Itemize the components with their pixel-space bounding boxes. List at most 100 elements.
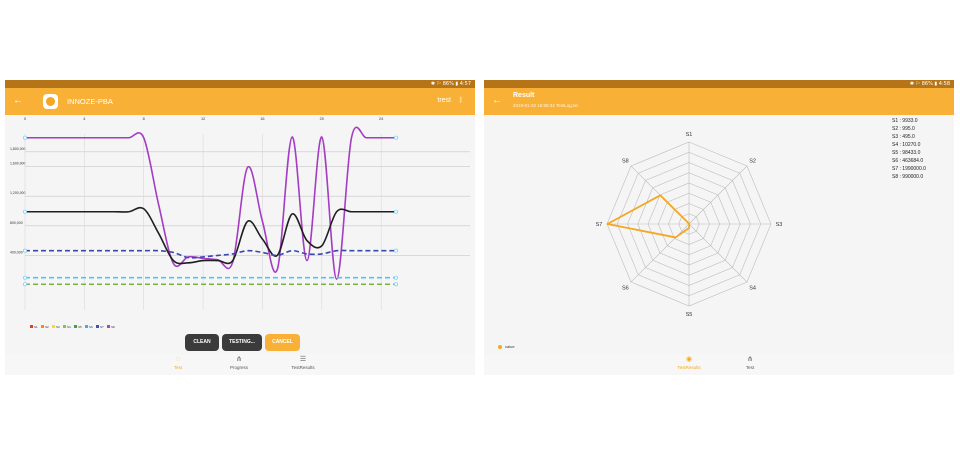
- nav-progress[interactable]: ⋔ Progress: [209, 354, 269, 371]
- x-tick-label: 24: [379, 117, 383, 121]
- reading-s5: S5 : 98433.0: [892, 150, 921, 156]
- user-name[interactable]: trest: [437, 97, 451, 104]
- legend-label: S8: [111, 325, 115, 329]
- page-title: Result: [513, 92, 535, 99]
- x-tick-label: 4: [83, 117, 85, 121]
- legend-swatch: [498, 344, 502, 349]
- legend-swatch: [107, 325, 110, 328]
- radar-axis-label: S3: [776, 222, 783, 228]
- y-tick-label: 400,000: [10, 250, 23, 254]
- x-tick-label: 16: [260, 117, 264, 121]
- legend-swatch: [63, 325, 66, 328]
- series-point-s4: [22, 282, 27, 287]
- y-tick-label: 1,600,000: [10, 162, 26, 166]
- series-line-s8: [24, 206, 396, 265]
- legend-label: S3: [56, 325, 60, 329]
- line-chart: 1,800,000 1,600,000 1,200,000 800,000 400,00…: [10, 117, 470, 329]
- series-point-s4: [393, 282, 398, 287]
- radar-axis-label: S7: [596, 222, 603, 228]
- nav-progress-label: Progress: [229, 365, 248, 370]
- nav-test-results[interactable]: ☰ TestResults: [273, 354, 333, 371]
- radar-axis-label: S6: [622, 286, 629, 292]
- nav-test[interactable]: ⋔ Test: [720, 354, 780, 371]
- radar-axis-label: S2: [749, 158, 756, 164]
- cancel-button[interactable]: CANCEL: [265, 334, 300, 351]
- radar-axis-label: S4: [749, 286, 756, 292]
- reading-s8: S8 : 990000.0: [892, 174, 924, 180]
- list-icon: ☰: [299, 356, 307, 363]
- nav-test-results[interactable]: ◉ TestResults: [659, 354, 719, 371]
- progress-icon: ⋔: [747, 356, 753, 363]
- legend-label: S6: [89, 325, 93, 329]
- clean-button[interactable]: CLEAN: [185, 334, 219, 351]
- readings-list: S1 : 9933.0 S2 : 995.0 S3 : 495.0 S4 : 1…: [892, 117, 926, 181]
- radar-axis-label: S8: [622, 158, 629, 164]
- reading-s3: S3 : 495.0: [892, 134, 915, 140]
- nav-test-results-label: TestResults: [291, 365, 315, 370]
- app-bar: ← Result 2019-01-22 16:58:34 TestLog.txt: [484, 88, 954, 115]
- series-point-s6: [22, 248, 27, 253]
- legend-label: S4: [67, 325, 71, 329]
- reading-s1: S1 : 9933.0: [892, 118, 918, 124]
- x-tick-label: 0: [24, 117, 26, 121]
- legend-swatch: [52, 325, 55, 328]
- back-arrow-icon[interactable]: ←: [13, 95, 23, 106]
- y-tick-label: 1,800,000: [10, 147, 26, 151]
- bottom-nav: ◌ Test ⋔ Progress ☰ TestResults: [5, 354, 475, 375]
- radar-spoke: [688, 165, 748, 225]
- legend-label: S7: [100, 325, 104, 329]
- radar-chart: S1 S2 S3 S4 S5 S6 S7 S8: [596, 132, 783, 318]
- series-point-s5: [22, 275, 27, 280]
- legend-swatch: [96, 325, 99, 328]
- status-bar: ✱ ⚐ 86% ▮ 4:58: [484, 80, 954, 88]
- x-tick-label: 12: [201, 117, 205, 121]
- legend-label: S2: [45, 325, 49, 329]
- nav-test-label: Test: [173, 365, 183, 370]
- x-tick-label: 8: [143, 117, 145, 121]
- legend-label: S5: [78, 325, 82, 329]
- radar-legend: value: [498, 344, 515, 349]
- legend-swatch: [74, 325, 77, 328]
- logo-icon: ◉: [685, 356, 693, 363]
- radar-spoke: [688, 223, 748, 283]
- series-line-s7: [24, 126, 396, 280]
- radar-axis-label: S5: [686, 312, 693, 318]
- reading-s2: S2 : 995.0: [892, 126, 915, 132]
- y-tick-label: 800,000: [10, 221, 23, 225]
- radar-spoke: [630, 223, 690, 283]
- status-bar: ✱ ⚐ 86% ▮ 4:57: [5, 80, 475, 88]
- test-screen: ✱ ⚐ 86% ▮ 4:57 ← INNOZE-PBA trest ᛒ 1,80…: [5, 80, 475, 375]
- legend-label: value: [505, 344, 515, 349]
- app-bar: ← INNOZE-PBA trest ᛒ: [5, 88, 475, 115]
- radar-axis-label: S1: [686, 132, 693, 138]
- bluetooth-icon[interactable]: ᛒ: [458, 97, 463, 104]
- series-point-s7: [393, 135, 398, 140]
- reading-s6: S6 : 463684.0: [892, 158, 924, 164]
- result-screen: ✱ ⚐ 86% ▮ 4:58 ← Result 2019-01-22 16:58…: [484, 80, 954, 375]
- bulb-icon: ◌: [175, 356, 181, 363]
- series-point-s7: [22, 135, 27, 140]
- x-tick-label: 20: [320, 117, 324, 121]
- progress-icon: ⋔: [236, 356, 242, 363]
- legend-swatch: [30, 325, 33, 328]
- reading-s7: S7 : 1990000.0: [892, 166, 926, 172]
- radar-data-polygon: [606, 194, 691, 239]
- bottom-nav: ◉ TestResults ⋔ Test: [484, 354, 954, 375]
- testing-button[interactable]: TESTING...: [222, 334, 262, 351]
- nav-test-label: Test: [745, 365, 755, 370]
- y-tick-label: 1,200,000: [10, 191, 26, 195]
- app-title: INNOZE-PBA: [67, 97, 113, 106]
- reading-s4: S4 : 10270.0: [892, 142, 921, 148]
- series-point-s5: [393, 275, 398, 280]
- series-point-s8: [393, 209, 398, 214]
- back-arrow-icon[interactable]: ←: [492, 95, 502, 106]
- legend-swatch: [85, 325, 88, 328]
- legend-label: S1: [34, 325, 38, 329]
- nav-test-results-label: TestResults: [677, 365, 701, 370]
- page-subtitle: 2019-01-22 16:58:34 TestLog.txt: [513, 103, 578, 108]
- series-point-s8: [22, 209, 27, 214]
- series-point-s6: [393, 248, 398, 253]
- legend-swatch: [41, 325, 44, 328]
- nav-test[interactable]: ◌ Test: [148, 354, 208, 371]
- series-line-s6: [25, 249, 396, 259]
